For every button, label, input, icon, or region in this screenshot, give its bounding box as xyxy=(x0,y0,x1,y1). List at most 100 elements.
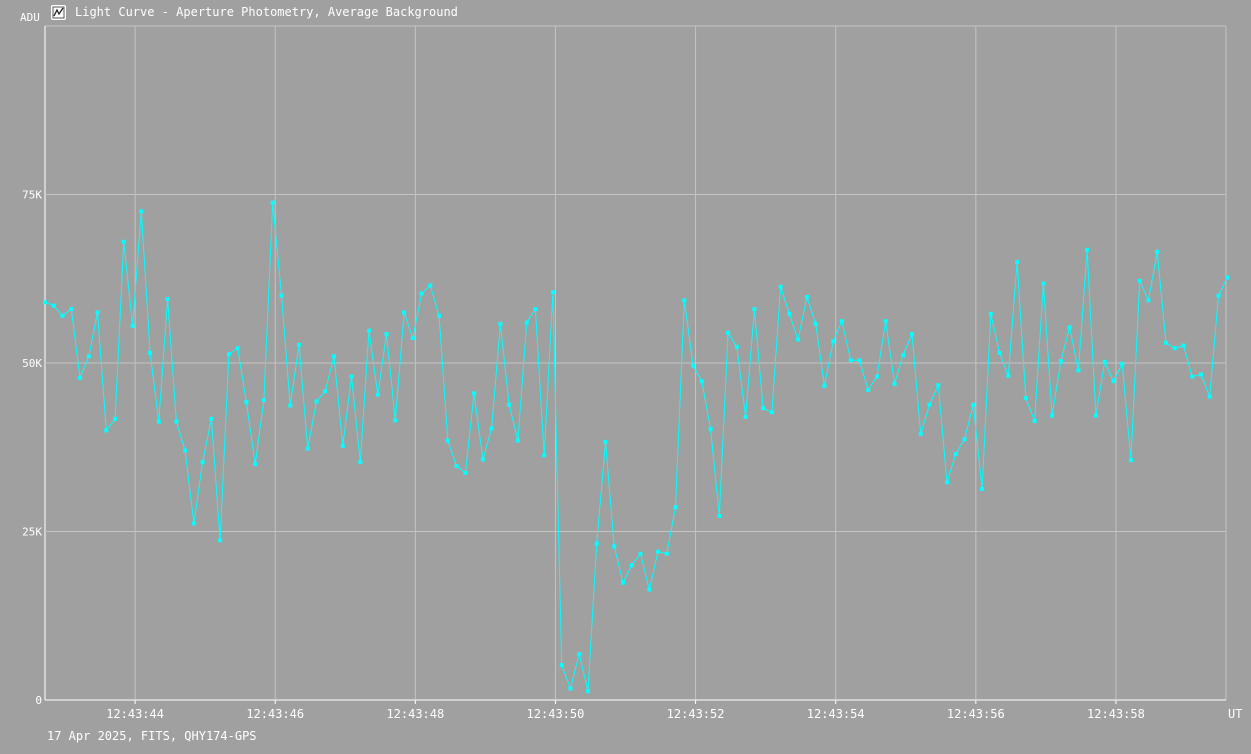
data-point xyxy=(60,313,65,318)
data-point xyxy=(86,354,91,359)
data-point xyxy=(988,311,993,316)
data-point xyxy=(121,239,126,244)
data-point xyxy=(95,310,100,315)
data-point xyxy=(200,460,205,465)
data-point xyxy=(743,414,748,419)
data-point xyxy=(1058,359,1063,363)
data-point xyxy=(323,389,328,394)
data-point xyxy=(953,452,958,456)
data-point xyxy=(437,313,442,318)
data-point xyxy=(813,321,818,326)
data-point xyxy=(445,438,450,443)
data-point xyxy=(384,332,389,336)
data-point xyxy=(393,418,398,423)
data-point xyxy=(577,652,582,657)
data-point xyxy=(1085,247,1090,252)
data-point xyxy=(261,398,266,403)
x-tick-label: 12:43:54 xyxy=(807,707,865,721)
data-point xyxy=(629,563,634,568)
y-axis-unit-label: ADU xyxy=(20,11,40,24)
data-point xyxy=(778,284,783,289)
data-point xyxy=(848,358,853,363)
data-point xyxy=(1155,249,1160,254)
data-point xyxy=(1067,325,1072,330)
data-point xyxy=(305,446,310,451)
data-point xyxy=(148,350,153,355)
data-point xyxy=(183,448,188,453)
data-point xyxy=(498,321,503,326)
data-point xyxy=(656,549,660,554)
data-point xyxy=(717,514,722,518)
data-point xyxy=(297,342,301,347)
data-point xyxy=(480,457,485,462)
y-tick-label: 50K xyxy=(22,357,42,370)
x-tick-label: 12:43:56 xyxy=(947,707,1005,721)
data-point xyxy=(51,303,56,308)
data-point xyxy=(524,320,529,325)
data-point xyxy=(883,319,888,324)
data-point xyxy=(918,431,923,436)
data-point xyxy=(682,298,687,303)
data-point xyxy=(113,416,118,421)
data-point xyxy=(43,300,47,305)
data-point xyxy=(839,319,844,324)
data-point xyxy=(253,462,258,467)
data-point xyxy=(507,402,512,407)
data-point xyxy=(1190,374,1195,379)
x-tick-label: 12:43:46 xyxy=(246,707,304,721)
chart-window-icon[interactable] xyxy=(51,4,66,20)
data-point xyxy=(349,374,354,379)
y-tick-label: 0 xyxy=(35,694,42,707)
y-tick-label: 25K xyxy=(22,526,42,539)
data-point xyxy=(612,544,617,549)
data-point xyxy=(752,307,757,312)
data-point xyxy=(489,426,494,431)
data-point xyxy=(962,437,967,442)
data-point xyxy=(1023,396,1028,400)
data-point xyxy=(1199,372,1203,377)
data-point xyxy=(831,339,836,344)
data-point xyxy=(550,290,555,295)
data-point xyxy=(699,379,704,384)
data-point xyxy=(945,480,949,485)
data-point xyxy=(1128,458,1133,463)
data-point xyxy=(279,293,284,298)
data-point xyxy=(428,283,433,288)
data-point xyxy=(787,311,792,316)
data-point xyxy=(568,686,573,691)
data-point xyxy=(410,336,415,341)
data-point xyxy=(822,383,827,388)
data-point xyxy=(603,439,608,444)
data-point xyxy=(586,689,590,694)
x-tick-label: 12:43:50 xyxy=(527,707,585,721)
data-point xyxy=(621,580,625,585)
data-point xyxy=(191,521,196,526)
data-point xyxy=(226,352,231,357)
data-point xyxy=(139,209,144,214)
data-point xyxy=(1216,293,1221,298)
data-point xyxy=(1102,359,1107,364)
data-point xyxy=(270,200,275,205)
data-point xyxy=(1076,368,1081,373)
data-point xyxy=(971,402,976,407)
data-point xyxy=(419,291,424,296)
data-point xyxy=(726,330,731,335)
data-point xyxy=(209,416,214,421)
series-line xyxy=(44,202,1228,692)
data-point xyxy=(314,399,319,404)
data-point xyxy=(927,402,932,407)
grid-layer xyxy=(44,25,1227,704)
chart-title: Light Curve - Aperture Photometry, Avera… xyxy=(75,5,458,19)
data-point xyxy=(857,358,862,363)
data-point xyxy=(515,438,520,443)
data-point xyxy=(1041,281,1046,286)
data-point xyxy=(673,505,678,510)
data-point xyxy=(1146,298,1151,303)
data-point xyxy=(1093,413,1098,418)
data-point xyxy=(1015,259,1020,264)
data-point xyxy=(174,419,179,424)
data-point xyxy=(358,460,363,465)
x-tick-label: 12:43:48 xyxy=(386,707,444,721)
footer-info: 17 Apr 2025, FITS, QHY174-GPS xyxy=(47,729,257,743)
